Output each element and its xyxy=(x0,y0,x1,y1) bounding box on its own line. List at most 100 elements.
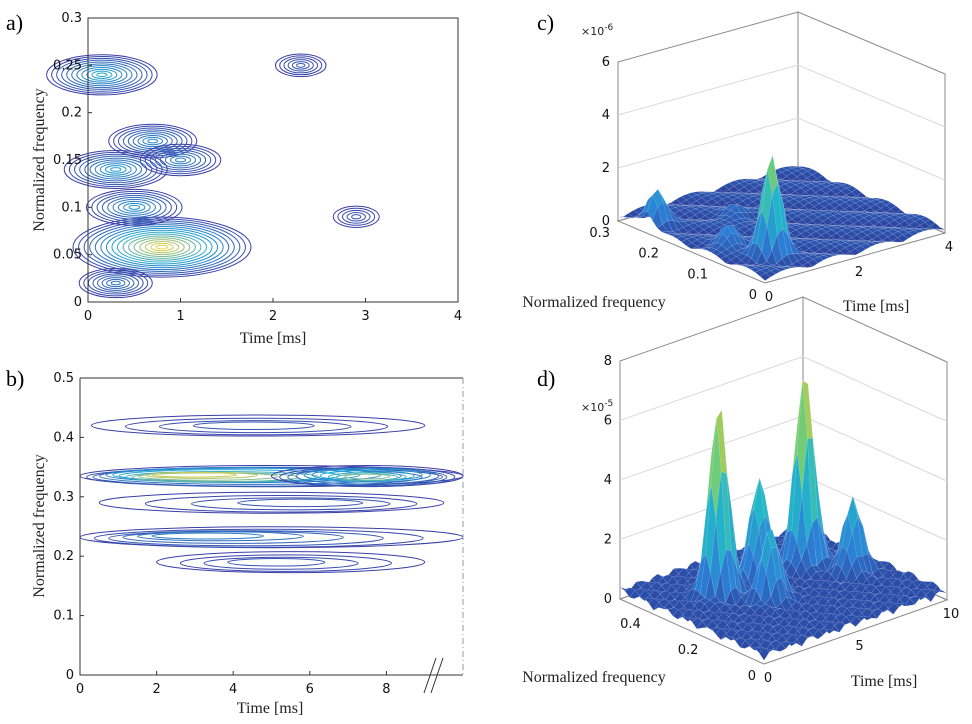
surface-facet xyxy=(883,213,896,217)
surface-facet xyxy=(779,183,791,191)
surface-facet xyxy=(759,272,771,281)
surface-facet xyxy=(635,580,647,588)
contour-line xyxy=(83,269,149,297)
surface-facet xyxy=(839,197,851,203)
surface-facet xyxy=(849,248,861,256)
surface-facet xyxy=(696,237,708,244)
surface-facet xyxy=(840,187,852,196)
x-tick-label: 3 xyxy=(361,309,369,324)
x-tick-label: 4 xyxy=(454,309,462,324)
surface-facet xyxy=(813,249,825,254)
surface-facet xyxy=(913,229,925,234)
contour-line xyxy=(94,161,137,178)
surface-facet xyxy=(820,231,832,240)
surface-facet xyxy=(881,241,893,243)
contour-line xyxy=(151,532,265,540)
surface-facet xyxy=(831,546,843,569)
contour-lines-a xyxy=(46,53,380,299)
panel-label-b: b) xyxy=(6,366,24,391)
surface-facet xyxy=(846,226,858,232)
surface-facet xyxy=(783,208,794,210)
surface-facet xyxy=(710,209,722,215)
surface-mesh-d xyxy=(619,380,948,661)
surface-facet xyxy=(652,206,663,229)
surface-facet xyxy=(909,215,921,222)
surface-facet xyxy=(794,187,806,196)
contour-line xyxy=(84,157,148,182)
surface-facet xyxy=(845,622,856,627)
contour-line xyxy=(46,54,158,96)
contour-line xyxy=(101,277,130,290)
y-tick-label: 0.2 xyxy=(61,106,82,121)
surface-facet xyxy=(710,627,722,635)
surface-facet xyxy=(786,529,797,563)
contour-line xyxy=(113,125,193,157)
surface-facet xyxy=(710,206,722,210)
surface-facet xyxy=(786,167,798,174)
surface-facet xyxy=(882,227,894,232)
surface-facet xyxy=(746,243,758,259)
surface-facet xyxy=(663,601,675,610)
panel-label-c: c) xyxy=(537,10,554,35)
contour-line xyxy=(123,202,146,212)
surface-facet xyxy=(856,227,869,232)
surface-facet xyxy=(929,222,941,230)
contour-line xyxy=(97,275,135,291)
surface-facet xyxy=(709,595,721,604)
surface-facet xyxy=(803,202,815,211)
contour-line xyxy=(107,196,162,218)
surface-facet xyxy=(907,230,919,236)
surface-facet xyxy=(766,194,778,251)
surface-facet xyxy=(810,611,822,620)
contour-line xyxy=(118,127,188,155)
contour-line xyxy=(117,231,207,263)
surface-facet xyxy=(839,242,851,248)
surface-facet xyxy=(673,214,685,222)
contour-line xyxy=(164,153,197,167)
surface-facet xyxy=(786,263,798,268)
surface-facet xyxy=(836,185,848,192)
surface-facet xyxy=(675,204,686,207)
contour-line xyxy=(179,554,392,572)
surface-facet xyxy=(748,187,760,194)
y-tick-label: 0.25 xyxy=(53,58,82,73)
contour-line xyxy=(110,280,121,286)
surface-facet xyxy=(656,224,668,233)
surface-facet xyxy=(786,452,798,533)
surface-facet xyxy=(629,589,641,599)
contour-line xyxy=(71,63,133,87)
surface-facet xyxy=(845,240,857,246)
contour-line xyxy=(117,200,151,214)
surface-facet xyxy=(804,238,816,243)
contour-line xyxy=(90,414,426,437)
surface-facet xyxy=(719,219,731,226)
surface-facet xyxy=(887,569,900,576)
surface-facet xyxy=(859,203,871,212)
surface-facet xyxy=(662,574,673,584)
surface-facet xyxy=(839,247,851,256)
surface-facet xyxy=(704,219,715,223)
surface-facet xyxy=(851,556,863,579)
surface-facet xyxy=(863,212,876,216)
surface-facet xyxy=(725,204,737,211)
surface-facet xyxy=(860,197,872,200)
surface-facet xyxy=(834,204,846,212)
surface-facet xyxy=(855,192,868,198)
surface-facet xyxy=(839,201,851,210)
surface-facet xyxy=(698,223,710,230)
surface-facet xyxy=(875,584,887,594)
surface-facet xyxy=(806,169,819,175)
surface-facet xyxy=(804,242,816,249)
surface-facet xyxy=(864,211,875,213)
contour-line xyxy=(122,233,202,261)
surface-facet xyxy=(834,244,846,252)
surface-facet xyxy=(696,197,708,206)
contour-line xyxy=(149,147,212,173)
surface-facet xyxy=(892,228,905,232)
surface-facet xyxy=(790,180,802,185)
surface-facet xyxy=(877,608,888,613)
contour-line xyxy=(98,491,445,514)
surface-facet xyxy=(843,213,855,221)
surface-facet xyxy=(914,218,926,226)
contour-line xyxy=(151,472,238,478)
